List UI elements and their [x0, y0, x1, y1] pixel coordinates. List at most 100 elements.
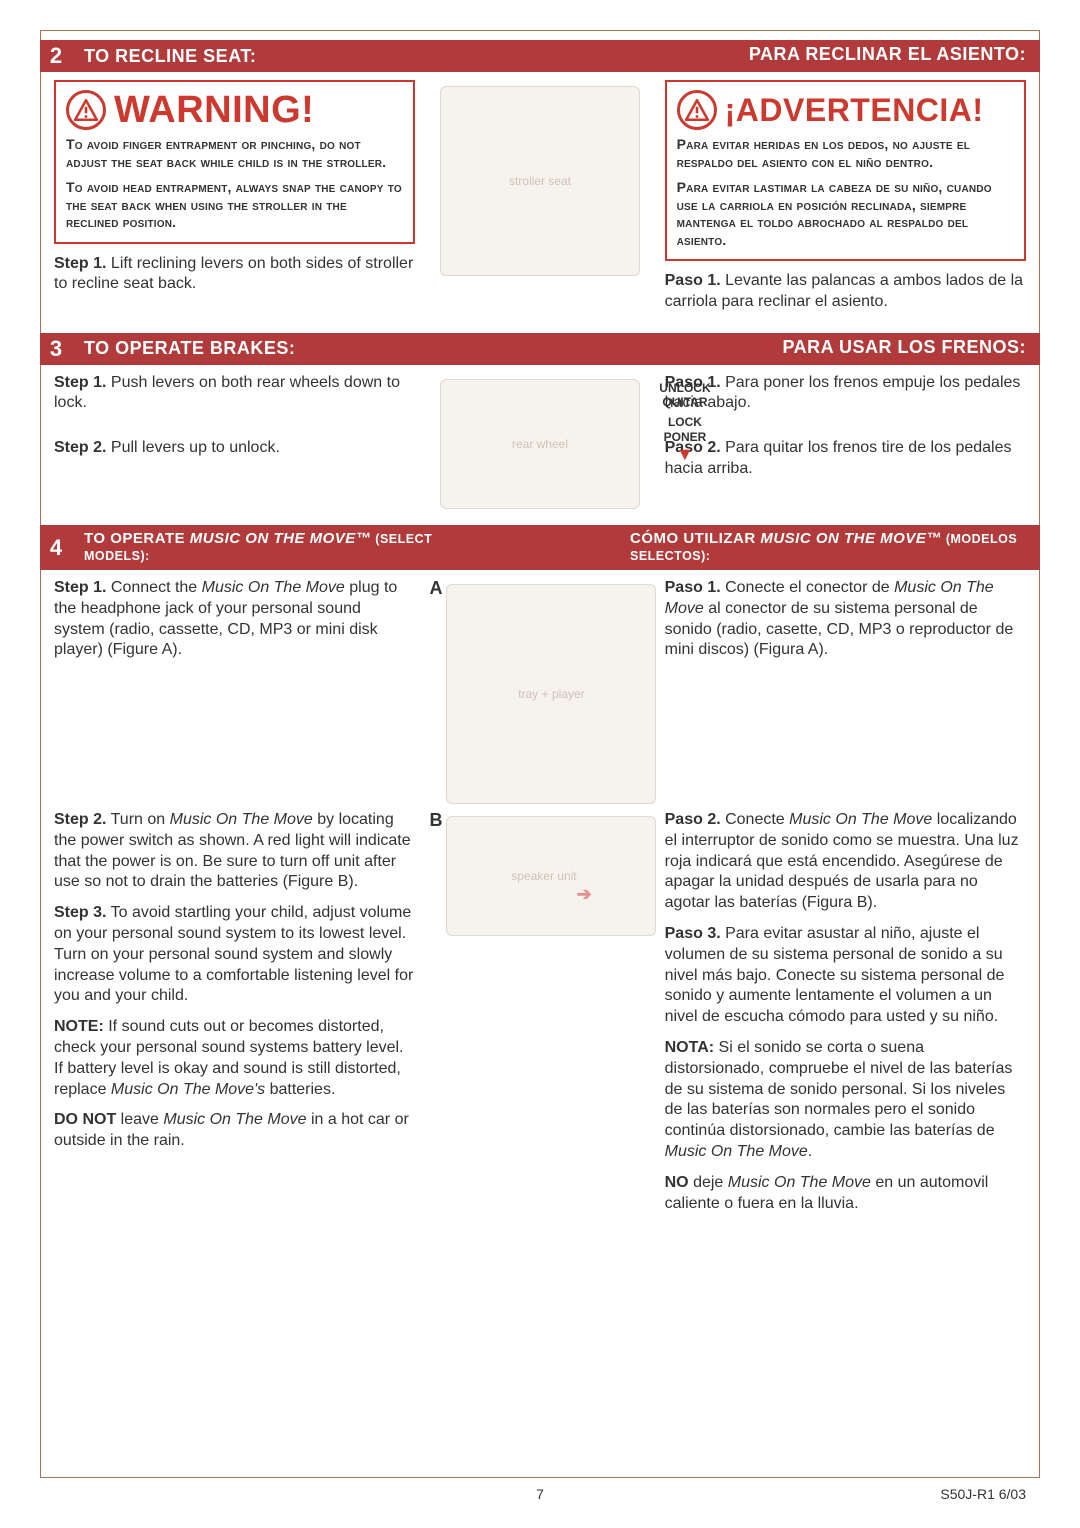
section2-num: 2	[40, 43, 74, 69]
arrow-right-icon: ➔	[577, 884, 592, 905]
donot-label: DO NOT	[54, 1111, 116, 1128]
warning-triangle-icon	[66, 90, 106, 130]
section4-title-en: TO OPERATE MUSIC ON THE MOVE™ (SELECT MO…	[74, 525, 494, 571]
t-b: batteries.	[265, 1081, 335, 1098]
t-a: Connect the	[106, 579, 201, 596]
section4-step1-en: Step 1. Connect the Music On The Move pl…	[54, 578, 415, 661]
page-footer: 7 S50J-R1 6/03	[40, 1486, 1040, 1502]
step-label: Step 1.	[54, 579, 106, 596]
t: TO OPERATE	[84, 530, 190, 547]
step-label: Step 1.	[54, 255, 106, 272]
section4-title-es: CÓMO UTILIZAR MUSIC ON THE MOVE™ (MODELO…	[620, 525, 1040, 571]
warning-box-en: WARNING! To avoid finger entrapment or p…	[54, 80, 415, 244]
warning-head-es: ¡ADVERTENCIA!	[677, 90, 1014, 130]
label-unlock: UNLOCK	[659, 381, 710, 395]
section2-step1-en: Step 1. Lift reclining levers on both si…	[54, 254, 415, 296]
note-label: NOTA:	[665, 1039, 714, 1056]
label-poner: PONER	[659, 430, 710, 444]
section3-step1-en: Step 1. Push levers on both rear wheels …	[54, 373, 415, 415]
section4-body-a: Step 1. Connect the Music On The Move pl…	[40, 572, 1040, 810]
figure-a-label: A	[429, 578, 442, 599]
section4-header: 4 TO OPERATE MUSIC ON THE MOVE™ (SELECT …	[40, 525, 1040, 571]
section4-step2-en: Step 2. Turn on Music On The Move by loc…	[54, 810, 415, 893]
section4-body-b: Step 2. Turn on Music On The Move by loc…	[40, 810, 1040, 1234]
section2-step1-es: Paso 1. Levante las palancas a ambos lad…	[665, 271, 1026, 313]
label-lock: LOCK	[659, 415, 710, 429]
section3-header: 3 TO OPERATE BRAKES: PARA USAR LOS FRENO…	[40, 333, 1040, 365]
warning-body-en: To avoid finger entrapment or pinching, …	[66, 136, 403, 232]
section4-no-es: NO deje Music On The Move en un automovi…	[665, 1173, 1026, 1215]
section3-step2-en: Step 2. Pull levers up to unlock.	[54, 438, 415, 459]
t-ital: Music On The Move	[202, 579, 345, 596]
t-a: Conecte	[721, 811, 789, 828]
t-ital: MUSIC ON THE MOVE™	[190, 530, 372, 547]
section4-figure-a: tray + player	[446, 584, 656, 804]
section4-note-es: NOTA: Si el sonido se corta o suena dist…	[665, 1038, 1026, 1163]
brake-labels: UNLOCK QUITAR LOCK PONER ▼	[659, 381, 710, 466]
warning-box-es: ¡ADVERTENCIA! Para evitar heridas en los…	[665, 80, 1026, 261]
step-label: Paso 2.	[665, 811, 721, 828]
arrow-down-icon: ▼	[659, 444, 710, 466]
t-b: al conector de su sistema personal de so…	[665, 600, 1014, 659]
warning-head-en: WARNING!	[66, 90, 403, 130]
t: CÓMO UTILIZAR	[630, 530, 760, 547]
warning-en-p2: To avoid head entrapment, always snap th…	[66, 179, 403, 232]
t-ital: MUSIC ON THE MOVE™	[760, 530, 942, 547]
section3-figure: rear wheel	[440, 379, 640, 509]
section4-step2-es: Paso 2. Conecte Music On The Move locali…	[665, 810, 1026, 914]
section2-body: WARNING! To avoid finger entrapment or p…	[40, 74, 1040, 333]
section4-note-en: NOTE: If sound cuts out or becomes disto…	[54, 1017, 415, 1100]
warning-en-p1: To avoid finger entrapment or pinching, …	[66, 136, 403, 171]
no-label: NO	[665, 1174, 689, 1191]
section4-step3-en: Step 3. To avoid startling your child, a…	[54, 903, 415, 1007]
section4-figure-b: speaker unit ➔	[446, 816, 656, 936]
step-label: Step 1.	[54, 374, 106, 391]
t-a: Turn on	[106, 811, 169, 828]
warning-head-es-text: ¡ADVERTENCIA!	[725, 94, 984, 126]
section3-title-en: TO OPERATE BRAKES:	[74, 334, 305, 363]
page-number: 7	[40, 1486, 1040, 1502]
step-label: Step 2.	[54, 811, 106, 828]
step-text: Lift reclining levers on both sides of s…	[54, 255, 413, 293]
warning-es-p2: Para evitar lastimar la cabeza de su niñ…	[677, 179, 1014, 249]
section4-num: 4	[40, 535, 74, 560]
section3-body: Step 1. Push levers on both rear wheels …	[40, 367, 1040, 525]
section3-num: 3	[40, 336, 74, 362]
section4-step1-es: Paso 1. Conecte el conector de Music On …	[665, 578, 1026, 661]
section3-step1-es: Paso 1. Para poner los frenos empuje los…	[665, 373, 1026, 415]
note-label: NOTE:	[54, 1018, 104, 1035]
section2-figure: stroller seat	[440, 86, 640, 276]
t-ital: Music On The Move's	[111, 1081, 265, 1098]
section3-title-es: PARA USAR LOS FRENOS:	[768, 333, 1040, 365]
step-label: Step 2.	[54, 439, 106, 456]
revision-code: S50J-R1 6/03	[940, 1486, 1026, 1502]
section4-step3-es: Paso 3. Para evitar asustar al niño, aju…	[665, 924, 1026, 1028]
step-label: Step 3.	[54, 904, 106, 921]
step-text: Pull levers up to unlock.	[106, 439, 279, 456]
section4-donot-en: DO NOT leave Music On The Move in a hot …	[54, 1110, 415, 1152]
figure-b-label: B	[429, 810, 442, 831]
step-text: Push levers on both rear wheels down to …	[54, 374, 400, 412]
t-ital: Music On The Move	[665, 1143, 808, 1160]
t-a: Si el sonido se corta o suena distorsion…	[665, 1039, 1013, 1139]
warning-triangle-icon	[677, 90, 717, 130]
step-label: Paso 1.	[665, 272, 721, 289]
step-text: To avoid startling your child, adjust vo…	[54, 904, 413, 1004]
warning-head-en-text: WARNING!	[114, 91, 314, 129]
section3-step2-es: Paso 2. Para quitar los frenos tire de l…	[665, 438, 1026, 480]
warning-es-p1: Para evitar heridas en los dedos, no aju…	[677, 136, 1014, 171]
section2-header: 2 TO RECLINE SEAT: PARA RECLINAR EL ASIE…	[40, 40, 1040, 72]
warning-body-es: Para evitar heridas en los dedos, no aju…	[677, 136, 1014, 249]
label-quitar: QUITAR	[659, 395, 710, 409]
step-label: Paso 3.	[665, 925, 721, 942]
t-a: leave	[116, 1111, 163, 1128]
t-ital: Music On The Move	[789, 811, 932, 828]
page-content: 2 TO RECLINE SEAT: PARA RECLINAR EL ASIE…	[40, 30, 1040, 1234]
section2-title-en: TO RECLINE SEAT:	[74, 42, 266, 71]
section2-title-es: PARA RECLINAR EL ASIENTO:	[735, 40, 1040, 72]
t-ital: Music On The Move	[728, 1174, 871, 1191]
step-label: Paso 1.	[665, 579, 721, 596]
t-b: .	[808, 1143, 812, 1160]
t-ital: Music On The Move	[163, 1111, 306, 1128]
t-ital: Music On The Move	[170, 811, 313, 828]
